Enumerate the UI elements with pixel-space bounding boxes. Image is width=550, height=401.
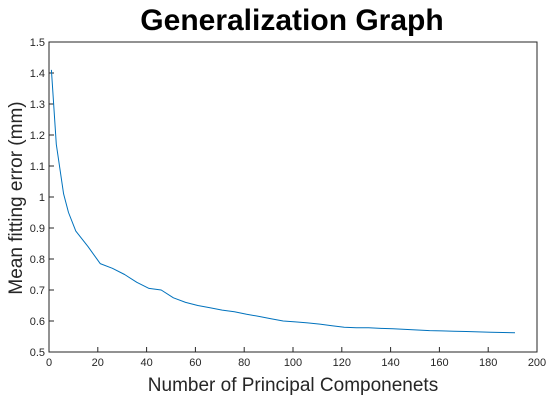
x-tick-label: 160	[430, 357, 448, 369]
x-tick-label: 120	[333, 357, 351, 369]
y-tick-label: 1.4	[30, 68, 45, 80]
y-axis: 0.5 0.6 0.7 0.8 0.9 1 1.1 1.2 1.3 1.4 1.5	[30, 37, 54, 359]
x-tick-label: 180	[479, 357, 497, 369]
y-tick-label: 1	[39, 192, 45, 204]
x-tick-label: 60	[189, 357, 201, 369]
x-tick-label: 200	[528, 357, 546, 369]
y-axis-label: Mean fitting error (mm)	[6, 101, 27, 294]
y-tick-label: 0.5	[30, 347, 45, 359]
y-tick-label: 0.8	[30, 254, 45, 266]
x-tick-label: 100	[284, 357, 302, 369]
chart-title: Generalization Graph	[140, 4, 443, 37]
y-tick-label: 1.5	[30, 37, 45, 49]
x-tick-label: 40	[140, 357, 152, 369]
data-line	[50, 69, 516, 334]
x-tick-label: 0	[46, 357, 52, 369]
y-tick-label: 1.3	[30, 99, 45, 111]
y-tick-label: 0.6	[30, 316, 45, 328]
y-tick-label: 1.1	[30, 161, 45, 173]
x-axis-label: Number of Principal Componenets	[148, 375, 438, 396]
x-tick-label: 80	[238, 357, 250, 369]
y-tick-label: 0.9	[30, 223, 45, 235]
x-tick-label: 140	[381, 357, 399, 369]
y-tick-label: 1.2	[30, 130, 45, 142]
y-tick-label: 0.7	[30, 285, 45, 297]
x-axis: 0 20 40 60 80 100 120 140 160 180 200	[46, 347, 546, 369]
plot-area	[48, 41, 538, 353]
x-tick-label: 20	[92, 357, 104, 369]
